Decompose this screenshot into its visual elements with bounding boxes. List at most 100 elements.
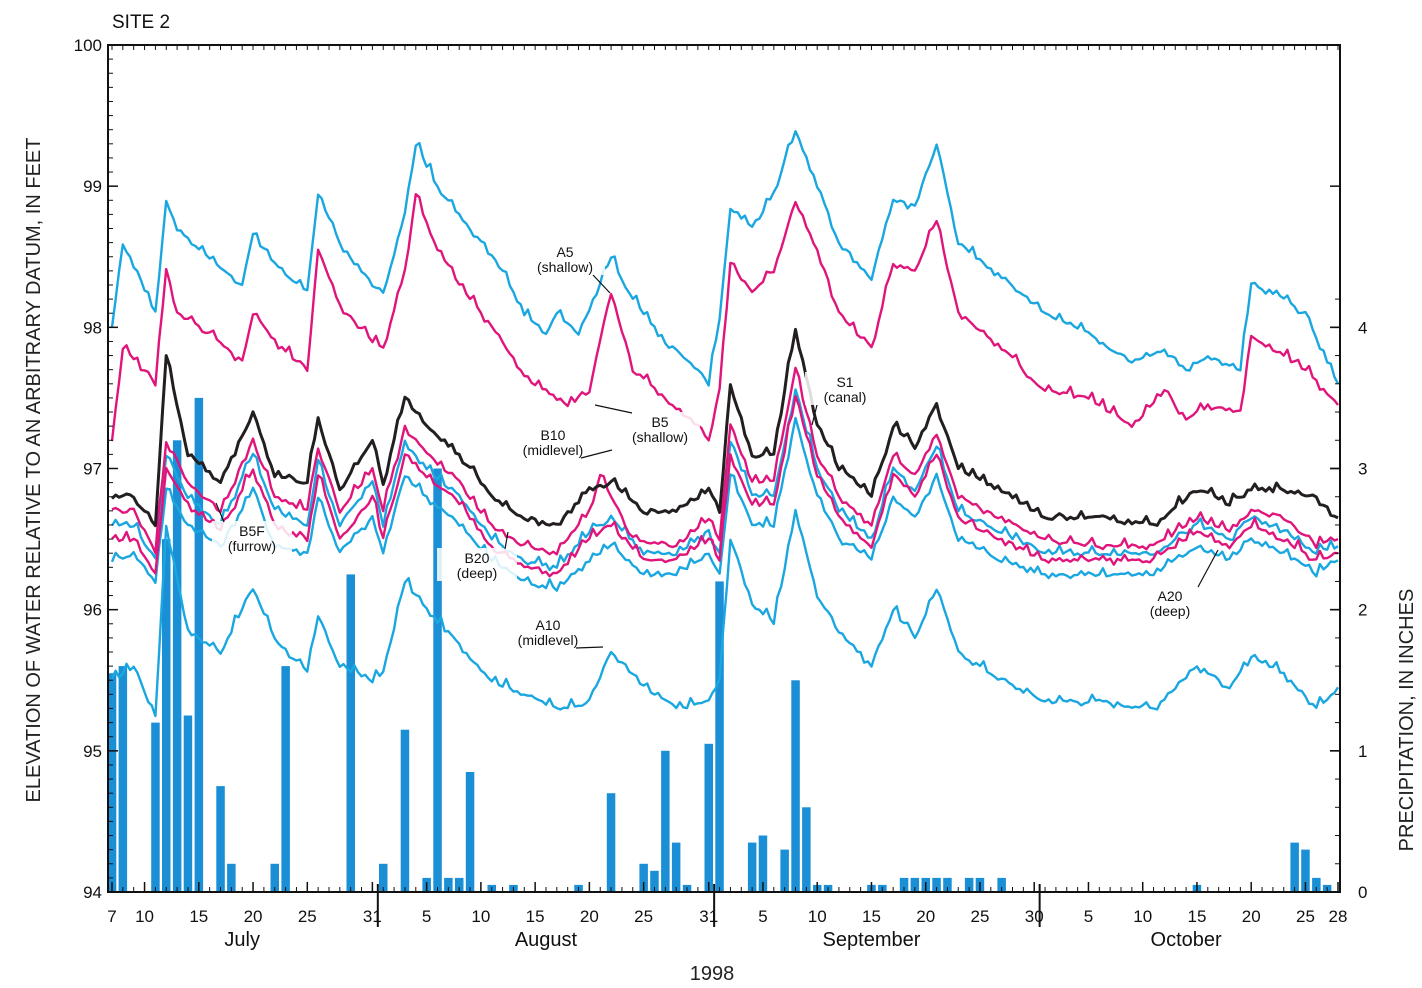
precip-bar-1998-07-15 (194, 397, 204, 892)
precip-bar-1998-09-08 (791, 680, 800, 892)
month-label-july: July (224, 929, 260, 951)
annotation-leader (215, 502, 225, 523)
x-axis-title: 1998 (690, 963, 735, 985)
x-tick-label: 25 (298, 907, 317, 926)
series-line-s1-canal (110, 327, 1339, 528)
series-line-b10-midlevel (111, 366, 1339, 556)
y-tick-label: 96 (83, 601, 102, 620)
precip-bar-1998-10-26 (1312, 877, 1321, 892)
x-tick-label: 25 (1296, 907, 1315, 926)
precip-bar-1998-08-03 (400, 729, 410, 892)
precip-bar-1998-07-22 (270, 863, 279, 892)
annotation-leader (592, 274, 611, 294)
annotation-b10-midlevel: B10(midlevel) (513, 425, 613, 459)
y-axis-title: ELEVATION OF WATER RELATIVE TO AN ARBITR… (23, 138, 45, 803)
precip-bar-1998-07-17 (216, 786, 225, 892)
y2-tick-label: 2 (1358, 601, 1367, 620)
x-tick-label: 20 (580, 907, 599, 926)
series-line-a10-midlevel (110, 508, 1340, 718)
annotation-qualifier: (shallow) (632, 429, 688, 445)
y-tick-label: 99 (83, 177, 102, 196)
annotation-leader (580, 449, 613, 459)
annotation-name: A10 (536, 617, 561, 633)
y2-axis-title: PRECIPITATION, IN INCHES (1396, 589, 1418, 852)
site-title: SITE 2 (112, 12, 170, 33)
x-tick-label: 31 (699, 907, 718, 926)
x-tick-label: 10 (808, 907, 827, 926)
precip-bar-1998-08-27 (661, 750, 670, 892)
precip-bar-1998-08-08 (455, 877, 464, 892)
precip-bar-1998-09-01 (715, 581, 724, 892)
annotation-b5-shallow: B5(shallow) (594, 404, 700, 445)
annotation-leader (811, 404, 818, 426)
y-tick-label: 94 (83, 883, 102, 902)
x-tick-label: 10 (135, 907, 154, 926)
x-tick-label: 5 (422, 907, 431, 926)
y2-tick-label: 3 (1358, 460, 1367, 479)
precip-bar-1998-08-06 (433, 468, 442, 892)
month-label-august: August (515, 929, 578, 951)
annotation-backdrop (437, 548, 517, 581)
annotation-b20-deep: B20(deep) (437, 531, 517, 581)
annotation-name: A5 (556, 244, 573, 260)
precip-bar-1998-08-25 (639, 863, 648, 892)
precip-bar-1998-07-11 (151, 722, 160, 892)
precip-bar-1998-07-08 (118, 666, 128, 892)
annotation-s1-canal: S1(canal) (805, 372, 885, 426)
precipitation-bars (108, 397, 1332, 892)
annotation-backdrop (620, 412, 700, 445)
x-tick-label: 15 (862, 907, 881, 926)
series-annotations: A5(shallow)B5(shallow)S1(canal)B10(midle… (212, 242, 1219, 649)
x-tick-label: 20 (916, 907, 935, 926)
precip-bar-1998-09-04 (747, 842, 757, 892)
y2-tick-label: 0 (1358, 883, 1367, 902)
x-tick-label: 31 (363, 907, 382, 926)
annotation-leader (1197, 549, 1219, 588)
annotation-qualifier: (canal) (824, 389, 867, 405)
x-tick-label: 15 (526, 907, 545, 926)
annotation-a20-deep: A20(deep) (1130, 549, 1219, 619)
annotation-qualifier: (shallow) (537, 259, 593, 275)
x-tick-label: 20 (1242, 907, 1261, 926)
y-tick-label: 100 (74, 36, 102, 55)
annotation-backdrop (513, 425, 593, 458)
annotation-name: B5 (651, 414, 668, 430)
precip-bar-1998-10-24 (1290, 842, 1299, 892)
precip-bar-1998-09-27 (997, 877, 1006, 892)
precip-bar-1998-09-05 (758, 835, 768, 892)
y-tick-label: 98 (83, 318, 102, 337)
annotation-backdrop (1130, 586, 1210, 619)
x-tick-label: 5 (758, 907, 767, 926)
precip-bar-1998-09-24 (964, 877, 974, 892)
y-tick-label: 95 (83, 742, 102, 761)
x-tick-label: 10 (1133, 907, 1152, 926)
precip-bar-1998-09-07 (780, 849, 789, 892)
precip-bar-1998-08-01 (379, 863, 388, 892)
annotation-qualifier: (deep) (457, 565, 497, 581)
y-tick-label: 97 (83, 460, 102, 479)
x-tick-label: 15 (189, 907, 208, 926)
annotation-a10-midlevel: A10(midlevel) (508, 615, 604, 649)
precip-bar-1998-07-29 (346, 574, 355, 892)
annotation-name: B20 (465, 550, 490, 566)
precip-bar-1998-08-22 (606, 793, 616, 892)
series-line-a5-shallow (110, 130, 1340, 387)
precip-bar-1998-08-28 (671, 842, 681, 892)
annotation-name: B10 (541, 427, 566, 443)
annotation-leader (575, 646, 604, 649)
precip-bar-1998-07-23 (281, 666, 290, 892)
annotation-qualifier: (furrow) (228, 538, 276, 554)
precip-bar-1998-10-25 (1301, 849, 1310, 892)
water-level-lines (110, 130, 1340, 718)
series-line-a20-deep (110, 416, 1339, 592)
y2-tick-label: 1 (1358, 742, 1367, 761)
precip-bar-1998-07-12 (162, 539, 171, 892)
precip-bar-1998-09-18 (899, 877, 909, 892)
y2-tick-label: 4 (1358, 318, 1367, 337)
x-tick-label: 20 (244, 907, 263, 926)
x-tick-label: 7 (107, 907, 116, 926)
annotation-name: S1 (836, 374, 853, 390)
annotation-a5-shallow: A5(shallow) (525, 242, 611, 294)
precip-bar-1998-08-09 (465, 772, 475, 892)
